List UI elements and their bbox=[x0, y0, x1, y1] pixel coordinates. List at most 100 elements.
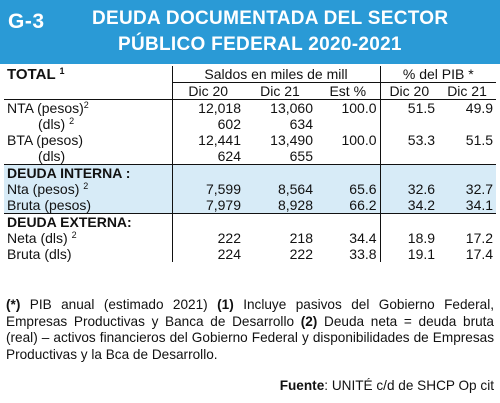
section-spacer bbox=[244, 164, 316, 181]
cell: 8,928 bbox=[244, 197, 316, 214]
cell: 51.5 bbox=[379, 99, 439, 116]
cell: 222 bbox=[289, 246, 313, 262]
cell: 17.4 bbox=[465, 246, 494, 262]
table-header-columns: Dic 20 Dic 21 Est % Dic 20 Dic 21 bbox=[4, 82, 497, 100]
section-spacer bbox=[438, 213, 497, 230]
section-spacer bbox=[316, 164, 381, 181]
title-line-1: DEUDA DOCUMENTADA DEL SECTOR bbox=[92, 8, 449, 29]
section-spacer bbox=[438, 164, 497, 181]
cell: 17.2 bbox=[465, 230, 494, 246]
pib-group-header: % del PIB * bbox=[379, 66, 497, 83]
cell: 65.6 bbox=[316, 181, 381, 197]
table-row: Neta (dls) 2 222 218 34.4 18.9 17.2 bbox=[4, 230, 496, 246]
table-header-groups: TOTAL 1 Saldos en miles de mill % del PI… bbox=[4, 66, 497, 83]
table-row: BTA (pesos) 12,441 13,490 100.0 53.3 51.… bbox=[4, 132, 496, 148]
cell bbox=[379, 116, 439, 132]
row-label-text: Neta (dls) bbox=[7, 230, 68, 246]
cell: 100.0 bbox=[341, 132, 377, 148]
footnote-pib: PIB anual (estimado 2021) bbox=[20, 297, 218, 312]
footnote-deuda-neta: Deuda neta = deuda bruta (real) – activo… bbox=[6, 313, 494, 362]
title-band: G-3 DEUDA DOCUMENTADA DEL SECTOR PÚBLICO… bbox=[0, 0, 500, 64]
section-spacer bbox=[244, 213, 316, 230]
table-row: Bruta (dls) 224 222 33.8 19.1 17.4 bbox=[4, 246, 496, 262]
title-line-2: PÚBLICO FEDERAL 2020-2021 bbox=[118, 34, 402, 55]
row-label: Nta (pesos) 2 bbox=[4, 181, 172, 197]
row-label-text: Nta (pesos) bbox=[7, 181, 80, 197]
row-label: Bruta (dls) bbox=[7, 246, 72, 262]
source-label: Fuente bbox=[279, 378, 325, 393]
cell: 34.4 bbox=[349, 230, 377, 246]
section-spacer bbox=[379, 213, 439, 230]
footnote-text: (*) PIB anual (estimado 2021) (1) Incluy… bbox=[6, 297, 494, 363]
col-header-pib-dic20: Dic 20 bbox=[379, 82, 439, 100]
cell: 655 bbox=[289, 148, 313, 164]
cell bbox=[438, 148, 496, 165]
footnote-mark: 2 bbox=[69, 116, 75, 126]
row-label: (dls) bbox=[38, 148, 66, 164]
table-row: Bruta (pesos) 7,979 8,928 66.2 34.2 34.1 bbox=[4, 197, 497, 214]
footnote-mark: 2 bbox=[83, 181, 89, 191]
cell: 634 bbox=[289, 116, 313, 132]
cell: 32.7 bbox=[438, 181, 497, 197]
saldos-group-header: Saldos en miles de mill bbox=[171, 66, 381, 83]
section-title: DEUDA INTERNA : bbox=[4, 164, 172, 181]
cell bbox=[316, 116, 380, 132]
cell: 100.0 bbox=[341, 99, 377, 116]
source-text: : UNITÉ c/d de SHCP Op cit bbox=[324, 378, 494, 393]
cell: 602 bbox=[171, 116, 244, 132]
cell: 12,018 bbox=[171, 99, 244, 116]
table-row: Nta (pesos) 2 7,599 8,564 65.6 32.6 32.7 bbox=[4, 181, 497, 197]
cell: 34.2 bbox=[379, 197, 439, 214]
cell: 66.2 bbox=[316, 197, 381, 214]
cell: 18.9 bbox=[379, 230, 439, 246]
total-heading: TOTAL 1 bbox=[4, 66, 172, 83]
section-spacer bbox=[379, 164, 439, 181]
cell: 224 bbox=[171, 246, 244, 262]
footnote-mark-1: (1) bbox=[217, 297, 234, 312]
cell: 7,979 bbox=[171, 197, 244, 214]
col-header-dic20: Dic 20 bbox=[171, 82, 244, 100]
debt-table: TOTAL 1 Saldos en miles de mill % del PI… bbox=[4, 66, 497, 262]
row-label: BTA (pesos) bbox=[7, 132, 83, 148]
cell: 13,490 bbox=[270, 132, 313, 148]
footnote-mark-star: (*) bbox=[6, 297, 21, 312]
row-label: Bruta (pesos) bbox=[4, 197, 172, 214]
cell: 49.9 bbox=[465, 99, 494, 116]
section-heading-interna: DEUDA INTERNA : bbox=[4, 164, 497, 181]
row-label-text: NTA (pesos) bbox=[7, 99, 84, 116]
section-heading-externa: DEUDA EXTERNA: bbox=[4, 213, 497, 230]
figure-code: G-3 bbox=[8, 10, 45, 33]
total-footnote-mark: 1 bbox=[59, 66, 65, 76]
col-header-est: Est % bbox=[316, 82, 381, 100]
cell: 34.1 bbox=[438, 197, 497, 214]
cell: 32.6 bbox=[379, 181, 439, 197]
cell: 53.3 bbox=[379, 132, 439, 148]
section-spacer bbox=[171, 164, 244, 181]
row-label: NTA (pesos)2 bbox=[4, 100, 172, 117]
footnote-mark: 2 bbox=[83, 99, 89, 110]
source-line: Fuente: UNITÉ c/d de SHCP Op cit bbox=[280, 378, 494, 393]
cell: 33.8 bbox=[349, 246, 377, 262]
cell: 51.5 bbox=[465, 132, 494, 148]
total-label: TOTAL bbox=[7, 66, 56, 83]
cell: 13,060 bbox=[270, 99, 313, 116]
cell: 7,599 bbox=[171, 181, 244, 197]
footnote-pasivos: Incluye pasivos del Gobierno Federal, Em… bbox=[6, 297, 495, 329]
row-label: (dls) 2 bbox=[4, 116, 172, 132]
section-title: DEUDA EXTERNA: bbox=[4, 213, 172, 230]
cell: 8,564 bbox=[244, 181, 316, 197]
cell: 19.1 bbox=[379, 246, 439, 262]
cell bbox=[316, 148, 380, 165]
cell: 218 bbox=[289, 230, 313, 246]
cell bbox=[379, 148, 439, 165]
row-label-text: (dls) bbox=[38, 116, 66, 132]
table-row: NTA (pesos)2 12,018 13,060 100.0 51.5 49… bbox=[4, 99, 496, 117]
cell bbox=[438, 116, 496, 132]
section-spacer bbox=[171, 213, 244, 230]
cell: 624 bbox=[171, 148, 244, 165]
cell: 12,441 bbox=[171, 132, 244, 148]
col-header-dic21: Dic 21 bbox=[244, 82, 316, 100]
table-row: (dls) 2 602 634 bbox=[4, 116, 496, 132]
footnote-mark: 2 bbox=[71, 230, 77, 240]
